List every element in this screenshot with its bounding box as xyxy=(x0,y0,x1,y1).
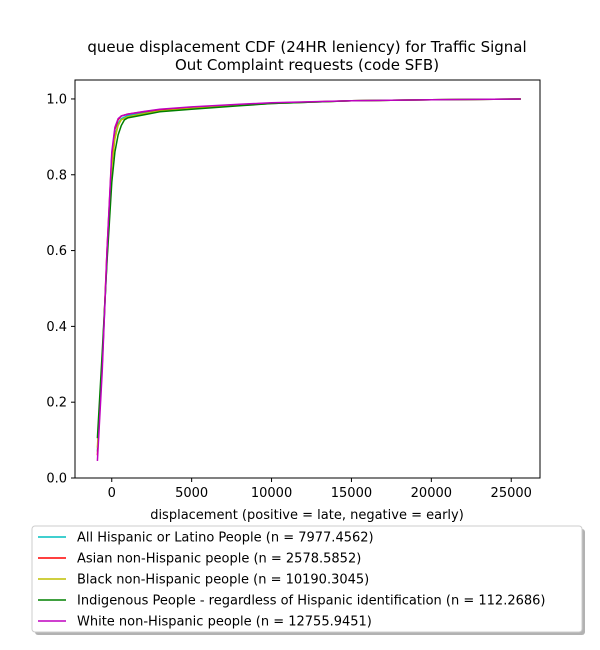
plot-lines xyxy=(96,98,521,461)
series-line-4 xyxy=(96,98,521,461)
legend-label-3: Indigenous People - regardless of Hispan… xyxy=(77,594,546,609)
legend-items: All Hispanic or Latino People (n = 7977.… xyxy=(38,531,546,630)
y-axis-ticks: 0.0 0.2 0.4 0.6 0.8 1.0 xyxy=(46,92,75,487)
chart-title-line-1: queue displacement CDF (24HR leniency) f… xyxy=(87,38,526,56)
y-tick-label: 0.6 xyxy=(46,244,67,259)
series-line-3 xyxy=(96,98,521,439)
x-tick-label: 20000 xyxy=(411,486,452,501)
x-axis-label: displacement (positive = late, negative … xyxy=(150,508,464,523)
y-tick-label: 1.0 xyxy=(46,92,67,107)
x-tick-label: 25000 xyxy=(491,486,532,501)
y-tick-label: 0.4 xyxy=(46,320,67,335)
x-tick-label: 15000 xyxy=(331,486,372,501)
series-line-2 xyxy=(96,98,521,448)
y-tick-label: 0.0 xyxy=(46,472,67,487)
x-tick-label: 10000 xyxy=(251,486,292,501)
chart-title-line-2: Out Complaint requests (code SFB) xyxy=(175,56,439,74)
legend: All Hispanic or Latino People (n = 7977.… xyxy=(31,525,585,635)
x-tick-label: 0 xyxy=(108,486,116,501)
y-tick-label: 0.8 xyxy=(46,168,67,183)
legend-label-4: White non-Hispanic people (n = 12755.945… xyxy=(77,615,372,630)
y-tick-label: 0.2 xyxy=(46,396,67,411)
legend-box xyxy=(31,525,583,633)
legend-label-2: Black non-Hispanic people (n = 10190.304… xyxy=(77,573,369,588)
legend-label-1: Asian non-Hispanic people (n = 2578.5852… xyxy=(77,552,361,567)
plot-frame xyxy=(74,79,541,479)
legend-label-0: All Hispanic or Latino People (n = 7977.… xyxy=(77,531,374,546)
x-axis-ticks: 0 5000 10000 15000 20000 25000 xyxy=(108,478,532,501)
series-line-1 xyxy=(96,98,521,456)
x-tick-label: 5000 xyxy=(175,486,208,501)
series-line-0 xyxy=(96,98,521,452)
